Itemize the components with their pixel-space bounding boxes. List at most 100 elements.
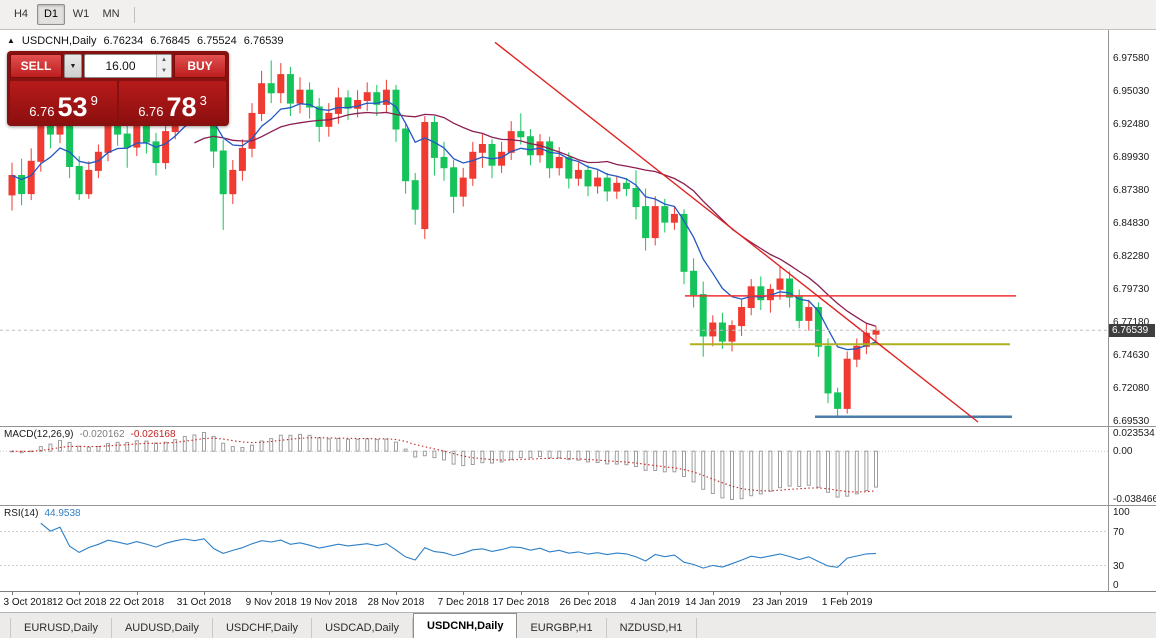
buy-button[interactable]: BUY — [174, 54, 226, 78]
one-click-trading-panel: SELL ▼ 16.00 ▲ ▼ BUY 6.76 53 9 — [7, 51, 229, 126]
time-axis-tick — [204, 592, 205, 595]
date-label: 31 Oct 2018 — [176, 597, 232, 608]
volume-increase-button[interactable]: ▲ — [157, 55, 171, 66]
macd-histogram — [10, 432, 878, 500]
rsi-label: RSI(14) 44.9538 — [4, 508, 81, 519]
volume-decrease-button[interactable]: ▼ — [157, 66, 171, 77]
rsi-value: 44.9538 — [44, 508, 81, 519]
bid-point: 9 — [90, 93, 98, 108]
bid-prefix: 6.76 — [29, 104, 55, 119]
tab-usdchf-daily[interactable]: USDCHF,Daily — [213, 618, 313, 638]
time-axis-tick — [780, 592, 781, 595]
rsi-scale: 100 70 30 0 — [1108, 506, 1156, 591]
tab-nzdusd-h1[interactable]: NZDUSD,H1 — [607, 618, 697, 638]
ask-pips: 78 — [166, 92, 197, 122]
macd-scale-label: 0.00 — [1113, 446, 1133, 458]
price-scale-label: 6.87380 — [1113, 185, 1150, 197]
timeframe-button-h4[interactable]: H4 — [13, 8, 29, 20]
date-label: 9 Nov 2018 — [245, 597, 297, 608]
volume-dropdown-button[interactable]: ▼ — [64, 54, 82, 78]
rsi-scale-label: 0 — [1113, 580, 1119, 591]
time-axis-tick — [328, 592, 330, 595]
rsi-chart[interactable] — [0, 506, 1108, 591]
time-axis-tick — [712, 592, 714, 595]
timeframe-button-d1[interactable]: D1 — [37, 4, 65, 25]
ask-price-display[interactable]: 6.76 78 3 — [119, 81, 226, 123]
bid-price-display[interactable]: 6.76 53 9 — [10, 81, 117, 123]
date-label: 22 Oct 2018 — [109, 597, 165, 608]
date-label: 28 Nov 2018 — [367, 597, 425, 608]
toolbar-separator — [134, 6, 135, 23]
rsi-pane: RSI(14) 44.9538 100 70 30 0 — [0, 506, 1156, 592]
date-label: 23 Jan 2019 — [752, 597, 808, 608]
tab-usdcnh-daily[interactable]: USDCNH,Daily — [413, 613, 518, 638]
tab-audusd-daily[interactable]: AUDUSD,Daily — [112, 618, 213, 638]
timeframe-button-mn[interactable]: MN — [102, 8, 120, 20]
volume-spinner: ▲ ▼ — [156, 55, 171, 77]
price-chart[interactable] — [0, 30, 1108, 426]
chart-tabs: EURUSD,Daily AUDUSD,Daily USDCHF,Daily USDC… — [0, 612, 1156, 638]
macd-main-value: -0.020162 — [79, 429, 125, 440]
rsi-scale-label: 70 — [1113, 526, 1125, 538]
time-axis-tick — [271, 592, 273, 595]
price-scale-label: 6.72080 — [1113, 382, 1150, 394]
macd-signal-value: -0.026168 — [130, 429, 176, 440]
time-axis-tick — [655, 592, 657, 595]
chevron-down-icon: ▼ — [69, 62, 77, 70]
spinner-down-icon: ▼ — [161, 68, 167, 74]
date-label: 14 Jan 2019 — [685, 597, 741, 608]
ask-prefix: 6.76 — [138, 104, 164, 119]
price-scale-label: 6.74630 — [1113, 349, 1150, 361]
price-scale-label: 6.97580 — [1113, 53, 1150, 65]
time-axis-tick — [588, 592, 589, 595]
timeframe-button-w1[interactable]: W1 — [72, 8, 90, 20]
spinner-up-icon: ▲ — [161, 57, 167, 63]
rsi-scale-label: 100 — [1113, 507, 1130, 518]
collapse-panel-icon[interactable]: ▲ — [7, 36, 15, 45]
price-scale-label: 6.89930 — [1113, 152, 1150, 164]
date-label: 19 Nov 2018 — [300, 597, 358, 608]
time-axis-tick — [847, 592, 849, 595]
macd-signal-line — [11, 437, 877, 493]
chart-title: ▲ USDCNH,Daily 6.76234 6.76845 6.75524 6… — [7, 35, 284, 47]
current-price-badge: 6.76539 — [1109, 323, 1155, 337]
price-scale-label: 6.95030 — [1113, 86, 1150, 98]
price-scale-label: 6.79730 — [1113, 283, 1150, 295]
timeframe-toolbar: H4 D1 W1 MN — [0, 0, 1156, 30]
tab-eurusd-daily[interactable]: EURUSD,Daily — [10, 618, 112, 638]
macd-scale: 0.023534 0.00 -0.038466 — [1108, 427, 1156, 505]
volume-input[interactable]: 16.00 ▲ ▼ — [84, 54, 172, 78]
macd-scale-label: -0.038466 — [1113, 494, 1156, 505]
ma-slow-line — [194, 111, 877, 327]
ohlc-high: 6.76845 — [150, 35, 191, 47]
date-label: 1 Feb 2019 — [821, 597, 873, 608]
date-label: 4 Jan 2019 — [630, 597, 680, 608]
price-scale: 6.76539 6.97580 6.95030 6.92480 6.89930 6.87… — [1108, 30, 1156, 427]
ohlc-open: 6.76234 — [103, 35, 144, 47]
tab-eurgbp-h1[interactable]: EURGBP,H1 — [517, 618, 607, 638]
trendline[interactable] — [494, 41, 979, 423]
sell-button[interactable]: SELL — [10, 54, 62, 78]
volume-value: 16.00 — [105, 59, 136, 73]
rsi-line — [40, 522, 877, 569]
price-scale-label: 6.82280 — [1113, 251, 1150, 262]
tab-usdcad-daily[interactable]: USDCAD,Daily — [312, 618, 414, 638]
macd-name: MACD(12,26,9) — [4, 429, 74, 440]
macd-scale-label: 0.023534 — [1113, 428, 1155, 439]
time-axis-tick — [136, 592, 138, 595]
time-axis: 3 Oct 2018 12 Oct 2018 22 Oct 2018 31 Oct 2… — [0, 592, 1156, 612]
bid-pips: 53 — [57, 92, 88, 122]
price-scale-label: 6.77180 — [1113, 316, 1150, 328]
date-label: 7 Dec 2018 — [437, 597, 489, 608]
symbol-label: USDCNH,Daily — [21, 35, 97, 47]
ohlc-low: 6.75524 — [197, 35, 237, 47]
macd-chart[interactable] — [0, 427, 1108, 505]
date-label: 26 Dec 2018 — [559, 597, 617, 608]
time-axis-tick — [463, 592, 465, 595]
time-axis-tick — [396, 592, 397, 595]
ohlc-close: 6.76539 — [243, 35, 284, 47]
ma-fast-line — [11, 99, 877, 351]
price-scale-label: 6.69530 — [1113, 415, 1150, 427]
date-label: 17 Dec 2018 — [492, 597, 550, 608]
